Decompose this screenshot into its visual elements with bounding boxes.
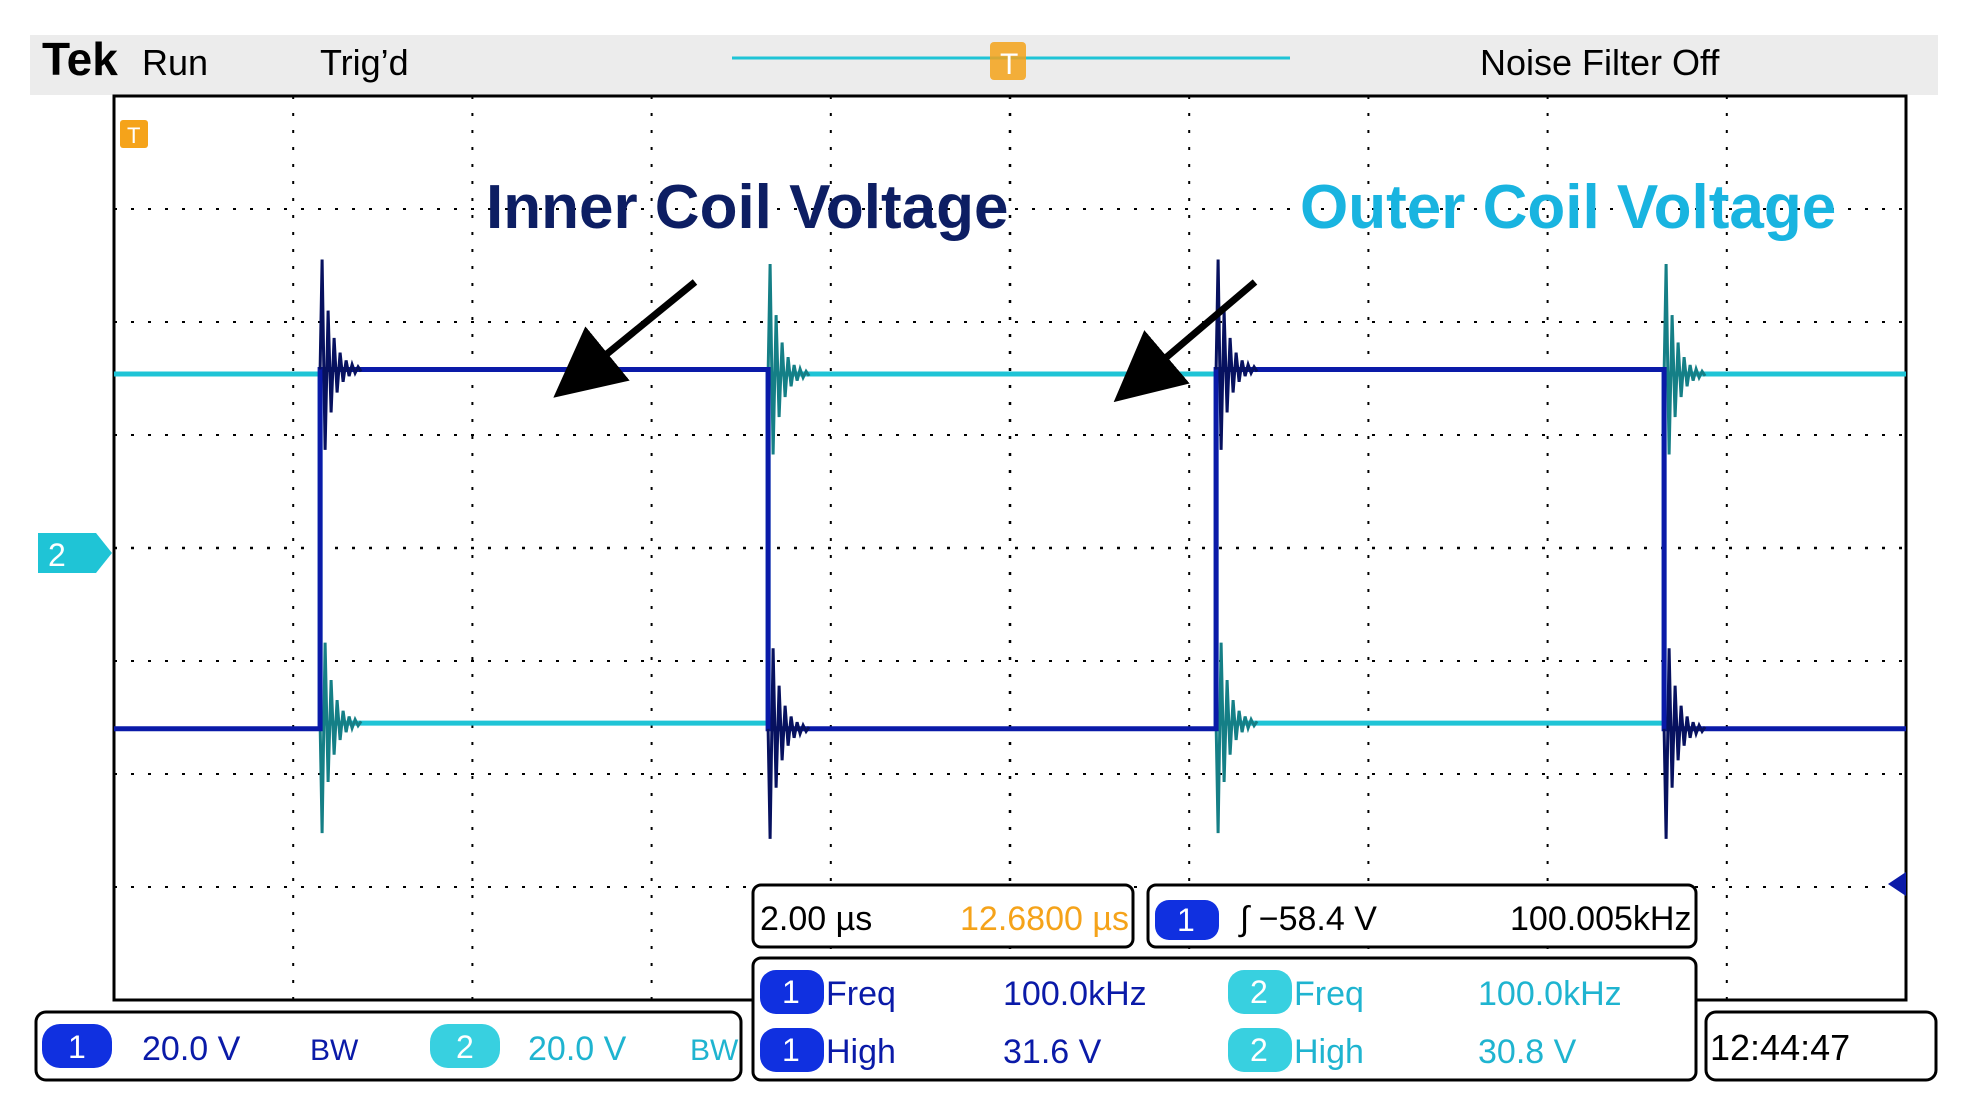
- svg-text:Freq: Freq: [826, 975, 896, 1013]
- trigger-frequency: 100.005kHz: [1510, 900, 1691, 938]
- svg-text:High: High: [826, 1033, 896, 1071]
- svg-text:31.6 V: 31.6 V: [1003, 1033, 1102, 1071]
- ringing-burst-channel-2: [318, 642, 363, 834]
- clock-time: 12:44:47: [1710, 1027, 1850, 1068]
- svg-text:1: 1: [782, 1032, 800, 1068]
- waveforms: [114, 259, 1906, 839]
- ringing-burst-channel-1: [1214, 259, 1259, 450]
- ringing-burst-channel-2: [1662, 263, 1707, 455]
- channel-1-scale[interactable]: 1 20.0 V BW: [42, 1024, 359, 1068]
- svg-text:100.0kHz: 100.0kHz: [1003, 975, 1147, 1013]
- svg-text:Freq: Freq: [1294, 975, 1364, 1013]
- ringing-burst-channel-2: [1214, 642, 1259, 834]
- svg-text:1: 1: [782, 974, 800, 1010]
- noise-filter-status: Noise Filter Off: [1480, 42, 1720, 83]
- status-bar: [30, 35, 1938, 95]
- channel-1-ground-marker[interactable]: [1888, 872, 1906, 896]
- svg-text:2: 2: [1250, 974, 1268, 1010]
- trigger-level: ∫ −58.4 V: [1238, 900, 1377, 938]
- svg-text:20.0 V: 20.0 V: [528, 1030, 627, 1068]
- svg-text:T: T: [127, 123, 140, 148]
- measurement-ch2-freq[interactable]: 2 Freq 100.0kHz: [1228, 970, 1622, 1014]
- timebase-readout[interactable]: 2.00 µs 12.6800 µs: [751, 883, 1135, 949]
- trigger-readout[interactable]: 1 ∫ −58.4 V 100.005kHz: [1146, 883, 1698, 949]
- ringing-burst-channel-1: [766, 648, 811, 839]
- inner-coil-arrow: [553, 279, 698, 398]
- clock-readout: 12:44:47: [1704, 1010, 1938, 1082]
- outer-coil-label: Outer Coil Voltage: [1300, 173, 1836, 242]
- ringing-burst-channel-1: [318, 259, 363, 450]
- measurement-ch1-high[interactable]: 1 High 31.6 V: [760, 1028, 1102, 1072]
- svg-text:T: T: [1000, 48, 1018, 81]
- ringing-burst-channel-2: [766, 263, 811, 455]
- horizontal-position: 12.6800 µs: [960, 900, 1129, 938]
- svg-text:BW: BW: [310, 1034, 359, 1067]
- brand-logo: Tek: [42, 33, 118, 85]
- trigger-source-badge: [1155, 900, 1219, 940]
- inner-coil-label: Inner Coil Voltage: [486, 173, 1008, 242]
- channel-2-scale[interactable]: 2 20.0 V BW: [430, 1024, 739, 1068]
- outer-coil-arrow: [1113, 279, 1258, 403]
- trigger-state: Trig’d: [320, 42, 409, 83]
- trace-channel-1: [114, 367, 1906, 732]
- svg-text:100.0kHz: 100.0kHz: [1478, 975, 1622, 1013]
- trigger-position-icon[interactable]: T: [990, 42, 1026, 110]
- run-state: Run: [142, 42, 208, 83]
- svg-text:30.8 V: 30.8 V: [1478, 1033, 1577, 1071]
- channel-scale-readout[interactable]: 1 20.0 V BW 2 20.0 V BW: [34, 1010, 743, 1082]
- svg-text:2: 2: [456, 1029, 474, 1065]
- svg-text:1: 1: [68, 1029, 86, 1065]
- ringing-burst-channel-1: [1662, 648, 1707, 839]
- svg-text:BW: BW: [690, 1034, 739, 1067]
- svg-text:1: 1: [1177, 902, 1195, 938]
- measurement-ch1-freq[interactable]: 1 Freq 100.0kHz: [760, 970, 1147, 1014]
- svg-text:2: 2: [48, 537, 66, 573]
- measurement-panel[interactable]: 1 Freq 100.0kHz 2 Freq 100.0kHz 1 High 3…: [751, 956, 1698, 1082]
- measurement-ch2-high[interactable]: 2 High 30.8 V: [1228, 1028, 1577, 1072]
- trigger-level-marker[interactable]: T: [120, 120, 148, 148]
- svg-text:20.0 V: 20.0 V: [142, 1030, 241, 1068]
- timebase-scale: 2.00 µs: [760, 900, 872, 938]
- svg-text:High: High: [1294, 1033, 1364, 1071]
- channel-2-marker[interactable]: 2: [38, 533, 112, 573]
- svg-text:2: 2: [1250, 1032, 1268, 1068]
